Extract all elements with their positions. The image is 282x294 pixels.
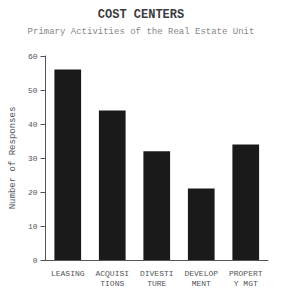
svg-text:COST CENTERS: COST CENTERS — [98, 8, 184, 22]
svg-text:20: 20 — [28, 188, 38, 197]
svg-text:ACQUISI: ACQUISI — [95, 269, 129, 278]
svg-text:10: 10 — [28, 222, 38, 231]
svg-text:PROPERT: PROPERT — [229, 269, 263, 278]
svg-text:Y MGT: Y MGT — [234, 279, 258, 288]
svg-text:40: 40 — [28, 120, 38, 129]
svg-text:DEVELOP: DEVELOP — [184, 269, 218, 278]
svg-text:DIVESTI: DIVESTI — [140, 269, 174, 278]
svg-text:TURE: TURE — [147, 279, 166, 288]
svg-text:MENT: MENT — [192, 279, 211, 288]
svg-text:TIONS: TIONS — [100, 279, 124, 288]
svg-text:Number of Responses: Number of Responses — [8, 107, 18, 210]
svg-text:30: 30 — [28, 154, 38, 163]
svg-text:0: 0 — [33, 256, 38, 265]
svg-text:Primary Activities of the Real: Primary Activities of the Real Estate Un… — [28, 27, 255, 37]
svg-text:60: 60 — [28, 52, 38, 61]
svg-text:LEASING: LEASING — [51, 269, 85, 278]
svg-text:50: 50 — [28, 86, 38, 95]
